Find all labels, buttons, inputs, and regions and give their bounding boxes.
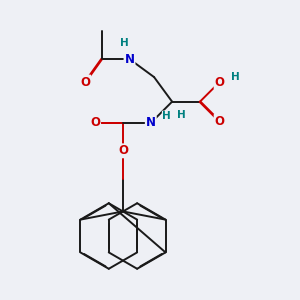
Text: O: O bbox=[214, 76, 225, 88]
Text: O: O bbox=[80, 76, 90, 88]
Text: H: H bbox=[162, 111, 171, 121]
Text: N: N bbox=[124, 52, 134, 66]
Text: N: N bbox=[146, 116, 156, 130]
Text: O: O bbox=[118, 144, 128, 157]
Text: H: H bbox=[120, 38, 128, 48]
Text: H: H bbox=[177, 110, 186, 120]
Text: O: O bbox=[90, 116, 100, 130]
Text: O: O bbox=[214, 115, 225, 128]
Text: H: H bbox=[231, 73, 240, 82]
